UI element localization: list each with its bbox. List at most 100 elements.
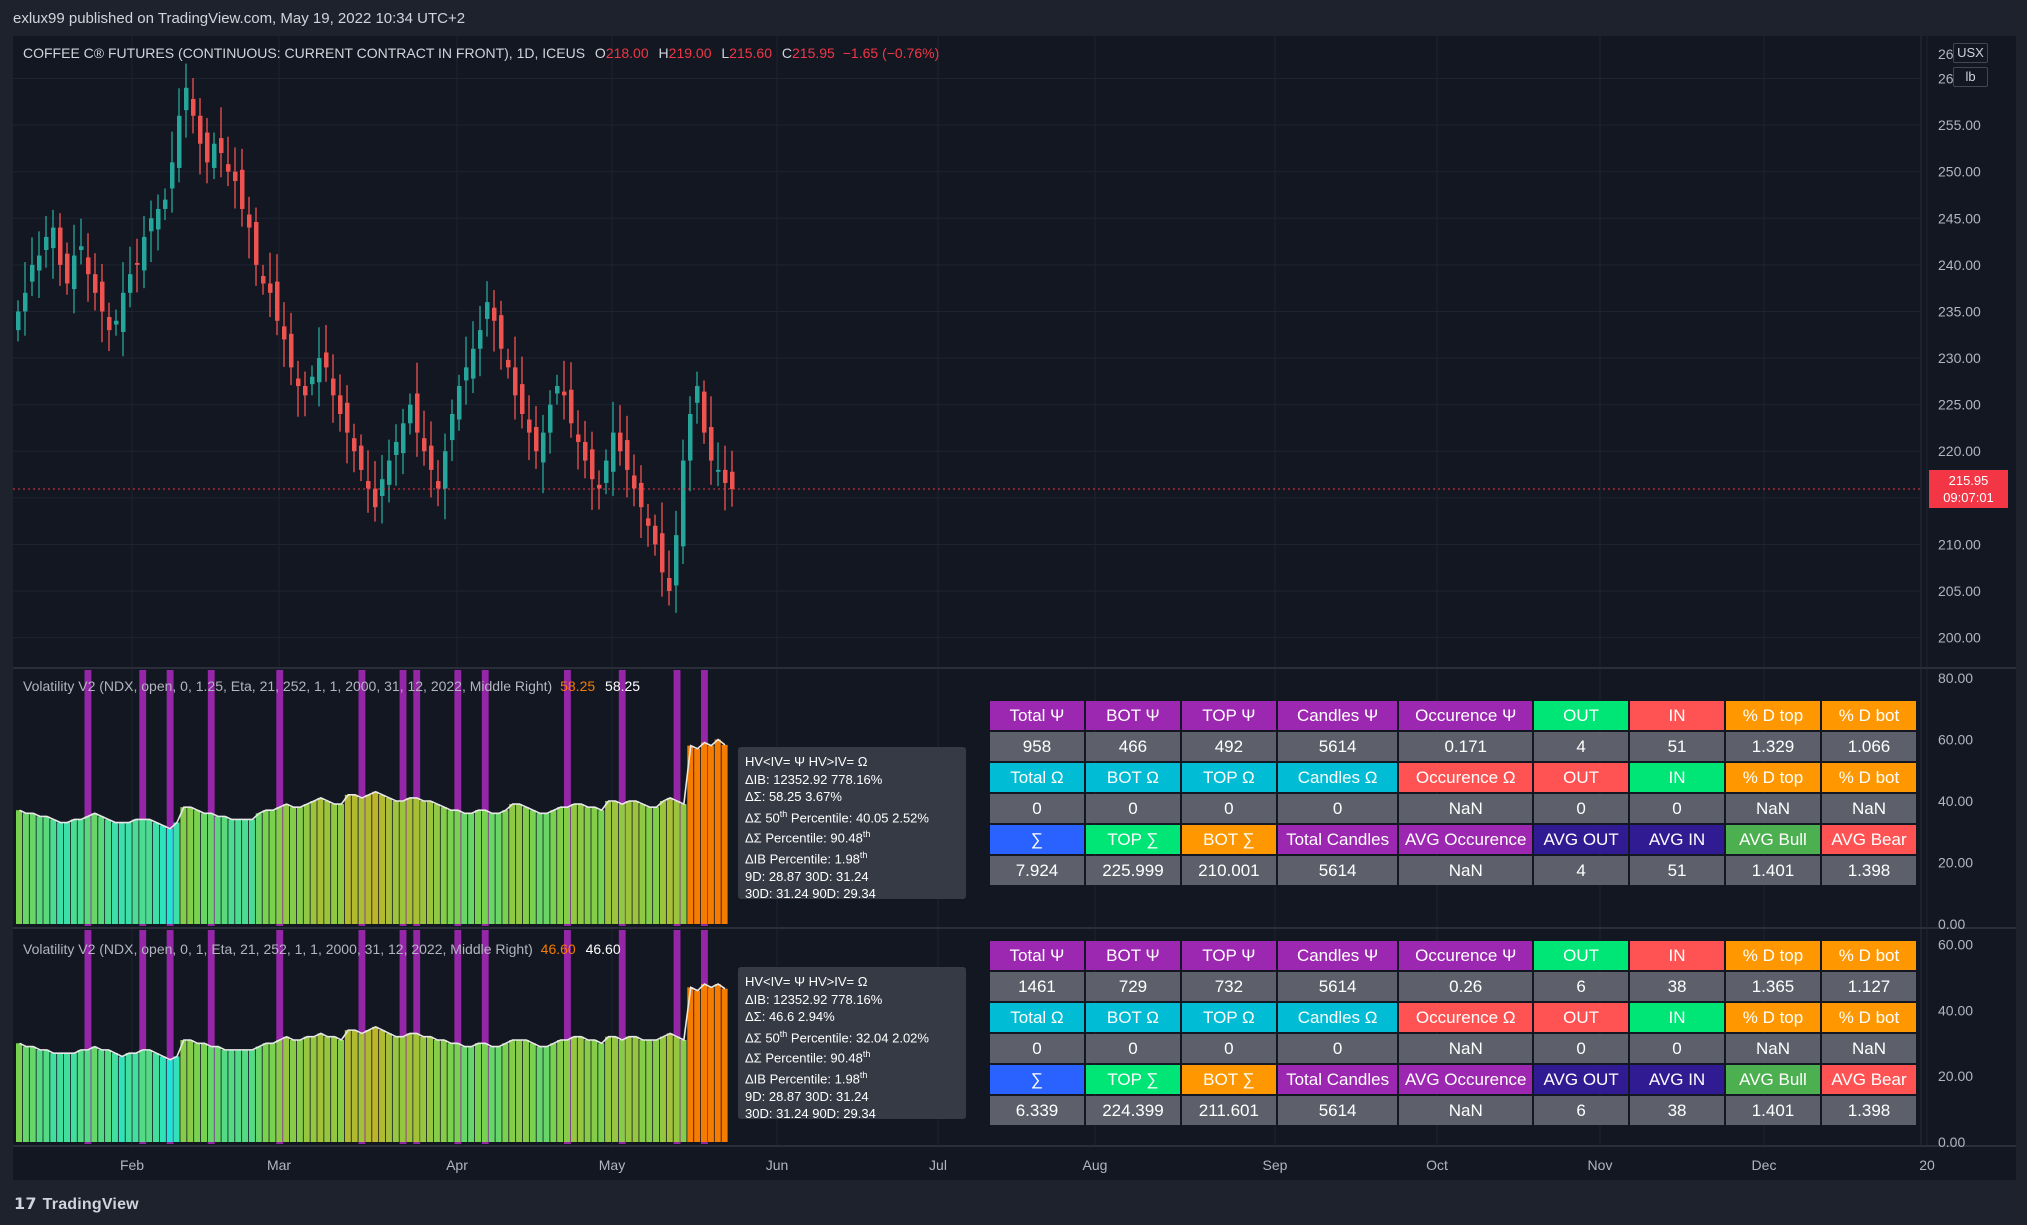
stats-value-cell: NaN: [1821, 1034, 1916, 1063]
volatility-bar: [365, 1030, 372, 1142]
volatility-bar: [625, 1036, 632, 1142]
stats-value-cell: 5614: [1277, 1096, 1398, 1125]
stats-header-cell: Occurence Ψ: [1399, 941, 1533, 970]
indicator-1-legend[interactable]: Volatility V2 (NDX, open, 0, 1.25, Eta, …: [23, 678, 640, 694]
price-axis-tick: 210.00: [1938, 536, 1981, 552]
candle-body: [667, 577, 672, 592]
stats-header-cell: Occurence Ω: [1399, 1003, 1533, 1032]
volatility-bar: [331, 804, 338, 924]
volatility-bar: [207, 813, 214, 924]
indicator-2-legend[interactable]: Volatility V2 (NDX, open, 0, 1, Eta, 21,…: [23, 941, 621, 957]
stats-value-cell: 0: [1277, 1034, 1398, 1063]
stats-value-cell: 0: [1181, 1034, 1276, 1063]
volatility-bar: [379, 1030, 386, 1142]
stats-value-cell: 1.401: [1726, 1096, 1820, 1125]
volatility-bar: [392, 801, 399, 924]
stats-value-cell: 7.924: [990, 856, 1084, 885]
volatility-bar: [550, 810, 557, 924]
volatility-bar: [358, 797, 365, 924]
currency-button[interactable]: USX: [1953, 43, 1988, 63]
volatility-line: [19, 983, 726, 1061]
volatility-bar: [427, 801, 434, 924]
volatility-bar: [255, 813, 262, 924]
volatility-bar: [420, 1036, 427, 1142]
stats-value-cell: 51: [1630, 856, 1725, 885]
info-line: HV<IV= Ψ HV>IV= Ω: [745, 974, 868, 989]
unit-button[interactable]: lb: [1953, 67, 1988, 87]
volatility-bar: [522, 807, 529, 924]
stats-row: Total Ψ BOT Ψ TOP Ψ Candles Ψ Occurence Ψ OUT…: [990, 701, 1916, 730]
volatility-bar: [399, 1036, 406, 1142]
stats-header-cell: % D bot: [1821, 763, 1916, 792]
volatility-bar: [372, 791, 379, 924]
stats-value-cell: 1.398: [1821, 856, 1916, 885]
ohlc-open-label: O: [594, 45, 606, 61]
candle-body: [709, 427, 714, 461]
info-line: ΔΙΒ Percentile: 1.98th: [745, 1070, 868, 1087]
stats-header-cell: IN: [1630, 941, 1725, 970]
indicator-axis-tick: 40.00: [1938, 1002, 1973, 1018]
volatility-bar: [57, 822, 64, 924]
candle-body: [247, 214, 252, 228]
volatility-bar: [29, 1046, 36, 1142]
stats-row: 0 0 0 0 NaN 0 0 NaN NaN: [990, 794, 1916, 823]
candle-body: [674, 535, 679, 586]
stats-header-cell: TOP Ψ: [1181, 701, 1276, 730]
indicator-axis-tick: 60.00: [1938, 732, 1973, 748]
stats-header-cell: Candles Ψ: [1277, 701, 1398, 730]
candle-body: [632, 475, 637, 489]
volatility-bar: [468, 1046, 475, 1142]
price-axis-tick: 255.00: [1938, 117, 1981, 133]
volatility-bar: [118, 822, 125, 924]
tradingview-logo[interactable]: 𝟭𝟳 TradingView: [14, 1196, 139, 1213]
volatility-bar: [673, 1036, 680, 1142]
volatility-bar: [536, 1046, 543, 1142]
candle-body: [562, 391, 567, 396]
volatility-bar: [98, 1049, 105, 1142]
price-axis-tick: 220.00: [1938, 443, 1981, 459]
price-axis-tick: 205.00: [1938, 583, 1981, 599]
time-axis-tick: May: [599, 1157, 625, 1173]
volatility-bar: [653, 1040, 660, 1142]
ohlc-change: −1.65 (−0.76%): [842, 45, 940, 61]
time-axis-tick: Sep: [1263, 1157, 1288, 1173]
volatility-bar: [173, 1056, 180, 1142]
stats-header-cell: TOP ∑: [1085, 1065, 1180, 1094]
volatility-bar: [639, 1040, 646, 1142]
volatility-bar: [16, 810, 23, 924]
candle-body: [422, 438, 427, 452]
candle-body: [688, 413, 693, 461]
candle-body: [93, 274, 98, 293]
stats-value-cell: 958: [990, 732, 1084, 761]
volatility-bar: [221, 1049, 228, 1142]
volatility-bar: [522, 1040, 529, 1142]
indicator-1-value-1: 58.25: [560, 678, 596, 694]
info-line: ΔΙΒ Percentile: 1.98th: [745, 850, 868, 867]
stats-header-cell: Occurence Ω: [1399, 763, 1533, 792]
volatility-bar: [111, 1053, 118, 1142]
volatility-bar: [173, 822, 180, 924]
volatility-bar: [36, 816, 43, 924]
candle-body: [23, 292, 28, 312]
volatility-bar: [577, 1036, 584, 1142]
stats-header-cell: TOP ∑: [1085, 825, 1180, 854]
candle-body: [506, 359, 511, 368]
stats-header-cell: Total Ψ: [990, 941, 1084, 970]
chart-canvas[interactable]: 26 0.00 255.00 250.00 245.00 240.00 235.00 230.…: [13, 36, 2016, 1180]
volatility-bar: [447, 1043, 454, 1142]
stats-value-cell: 4: [1534, 732, 1629, 761]
volatility-bar: [687, 745, 694, 924]
stats-value-cell: 1.066: [1821, 732, 1916, 761]
volatility-bar: [653, 807, 660, 924]
volatility-bar: [207, 1046, 214, 1142]
candle-body: [723, 469, 728, 483]
stats-value-cell: 38: [1630, 972, 1725, 1001]
indicator-1-stats-table: Total Ψ BOT Ψ TOP Ψ Candles Ψ Occurence Ψ OUT…: [988, 699, 1918, 887]
ib-marker-bar: [207, 930, 215, 1144]
stats-row: Total Ω BOT Ω TOP Ω Candles Ω Occurence Ω OUT…: [990, 763, 1916, 792]
time-axis-tick: Jun: [766, 1157, 789, 1173]
stats-value-cell: 732: [1181, 972, 1276, 1001]
volatility-bar: [50, 819, 57, 924]
stats-header-cell: OUT: [1534, 1003, 1629, 1032]
volatility-bar: [214, 816, 221, 924]
